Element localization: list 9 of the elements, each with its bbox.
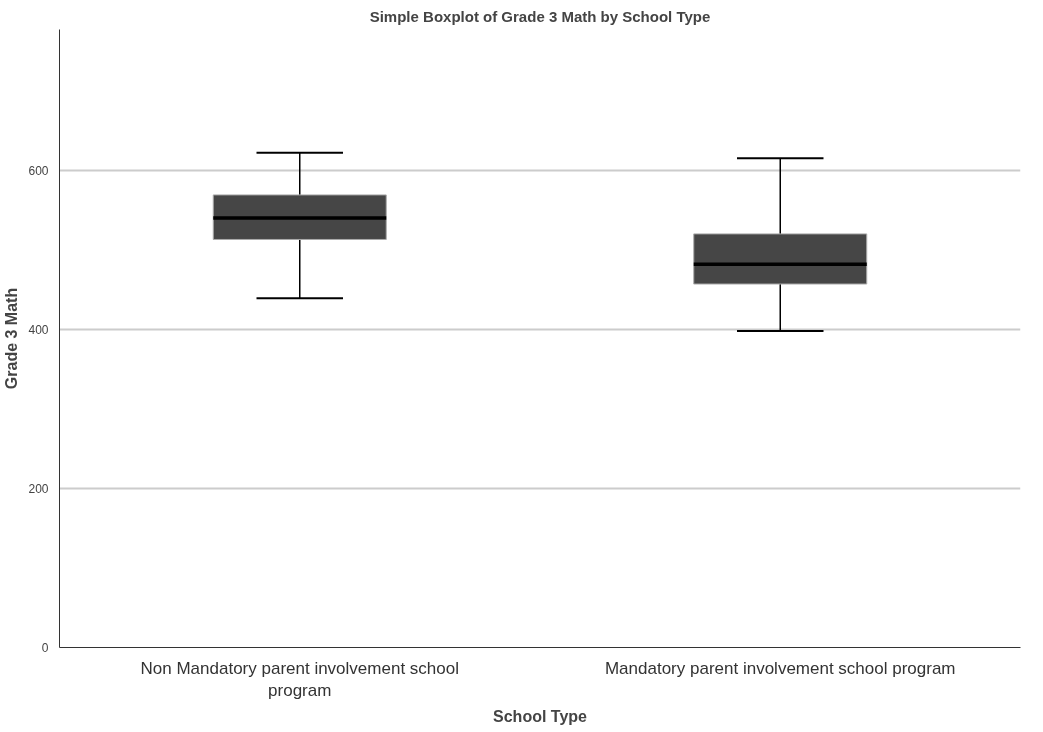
x-axis-title: School Type <box>493 708 588 726</box>
x-tick-label: Mandatory parent involvement school program <box>604 658 956 678</box>
y-axis-title: Grade 3 Math <box>3 287 21 390</box>
y-tick-label: 400 <box>28 322 49 337</box>
y-tick-label: 0 <box>41 641 49 655</box>
chart-title: Simple Boxplot of Grade 3 Math by School Type <box>369 7 711 25</box>
x-tick-label: Non Mandatory parent involvement school program <box>140 658 459 701</box>
y-tick-label: 200 <box>28 481 49 496</box>
y-tick-label: 600 <box>28 163 49 178</box>
